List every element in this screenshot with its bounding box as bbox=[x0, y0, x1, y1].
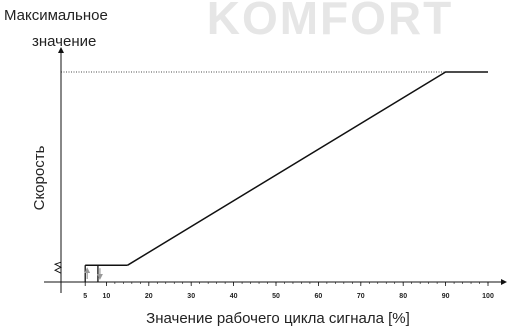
x-tick-label: 80 bbox=[399, 293, 407, 300]
x-tick-label: 100 bbox=[482, 293, 494, 300]
axis-break-zigzag bbox=[53, 261, 63, 276]
x-tick-label: 90 bbox=[442, 293, 450, 300]
y-max-label-line2: значение bbox=[32, 33, 96, 50]
x-ticks: 5 10 20 30 40 50 60 70 80 90 100 bbox=[83, 282, 494, 300]
speed-curve bbox=[127, 71, 488, 266]
x-tick-label: 20 bbox=[145, 293, 153, 300]
x-tick-label: 60 bbox=[315, 293, 323, 300]
y-max-label-line1: Максимальное bbox=[4, 7, 108, 24]
x-tick-label: 70 bbox=[357, 293, 365, 300]
x-tick-label: 50 bbox=[272, 293, 280, 300]
plot-area bbox=[44, 47, 507, 293]
x-axis-label: Значение рабочего цикла сигнала [%] bbox=[146, 310, 410, 327]
y-axis-label: Скорость bbox=[31, 145, 48, 210]
x-tick-label: 10 bbox=[103, 293, 111, 300]
x-tick-label: 40 bbox=[230, 293, 238, 300]
x-tick-label: 30 bbox=[187, 293, 195, 300]
x-tick-label: 5 bbox=[83, 293, 87, 300]
watermark: KOMFORT bbox=[207, 0, 454, 44]
